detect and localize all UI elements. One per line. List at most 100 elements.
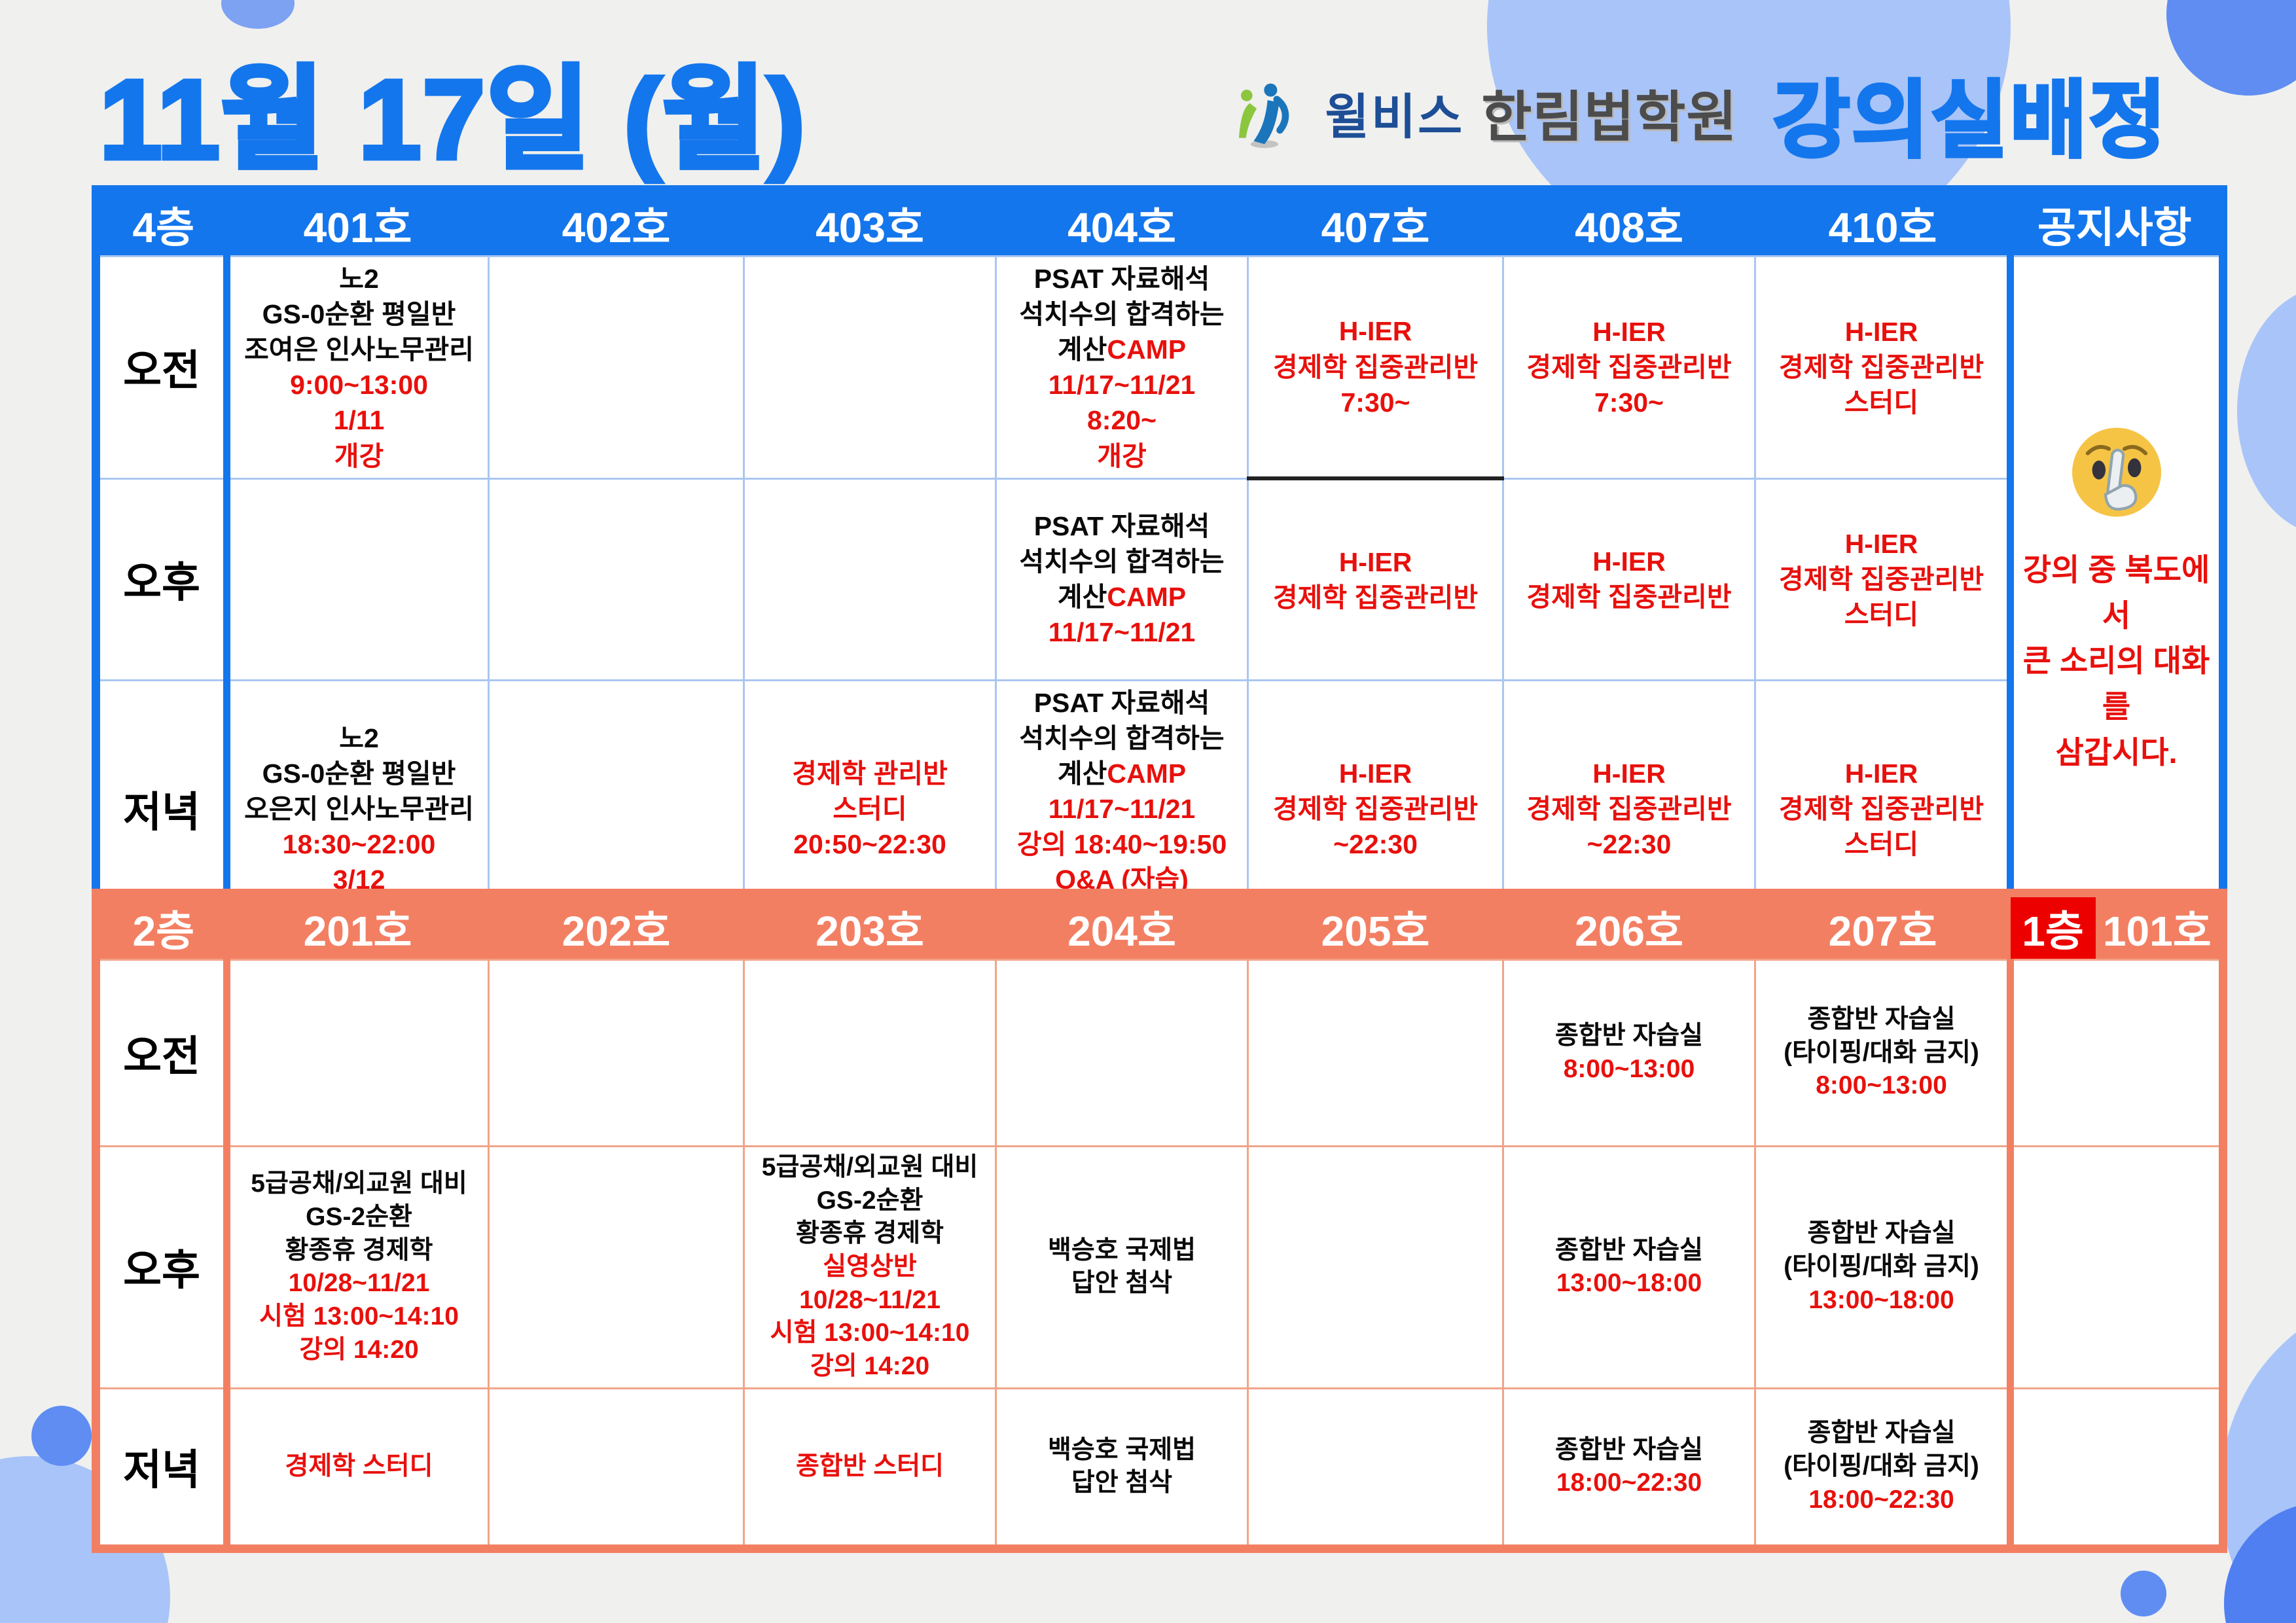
decor-circle: [31, 1406, 92, 1466]
cell-line: 오은지 인사노무관리: [244, 793, 474, 824]
floor4-header-row: 4층 401호 402호 403호 404호 407호 408호 410호 공지…: [96, 189, 2223, 257]
col-header-402: 402호: [488, 189, 744, 257]
floor2-row-evening: 저녁 경제학 스터디 종합반 스터디 백승호 국제법 답안 첨삭 종합반 자습실 1…: [95, 1387, 2224, 1550]
cell-204-am: [995, 959, 1249, 1147]
cell-line: 노2: [339, 722, 379, 753]
cell-line: (타이핑/대화 금지): [1784, 1452, 1979, 1480]
cell-line: H-IER: [1844, 758, 1918, 789]
cell-line: GS-2순환: [816, 1186, 924, 1215]
cell-line: ~22:30: [1333, 829, 1418, 860]
cell-line: 8:00~13:00: [1816, 1071, 1947, 1100]
col-header-204: 204호: [996, 893, 1248, 960]
col-header-404: 404호: [996, 189, 1248, 257]
cell-line: H-IER: [1592, 546, 1666, 577]
cell-line: 답안 첨삭: [1071, 1269, 1173, 1298]
col-header-407: 407호: [1247, 189, 1503, 257]
col-header-203: 203호: [744, 893, 996, 960]
cell-line: PSAT 자료해석: [1033, 687, 1210, 718]
cell-407-am: H-IER 경제학 집중관리반 7:30~: [1247, 255, 1504, 480]
cell-line: 10/28~11/21: [799, 1285, 941, 1314]
cell-line: 경제학 집중관리반: [1272, 351, 1479, 382]
cell-203-am: [743, 959, 997, 1147]
col-header-401: 401호: [226, 189, 489, 257]
cell-line: 종합반 스터디: [795, 1452, 944, 1480]
floor2-row-afternoon: 오후 5급공채/외교원 대비 GS-2순환 황종휴 경제학 10/28~11/21 시험…: [95, 1145, 2224, 1389]
cell-line: PSAT 자료해석: [1033, 510, 1210, 541]
cell-line: GS-2순환: [306, 1203, 412, 1232]
cell-206-am: 종합반 자습실 8:00~13:00: [1502, 959, 1756, 1147]
cell-line: 스터디: [1844, 599, 1919, 630]
cell-line: 18:00~22:30: [1808, 1485, 1954, 1514]
cell-line: 경제학 집중관리반: [1778, 793, 1984, 824]
cell-line: 계산CAMP: [1057, 334, 1187, 365]
cell-206-ev: 종합반 자습실 18:00~22:30: [1502, 1387, 1756, 1550]
cell-line: 경제학 집중관리반: [1778, 564, 1984, 595]
cell-201-ev: 경제학 스터디: [226, 1387, 490, 1550]
col-header-410: 410호: [1755, 189, 2011, 257]
cell-line: PSAT 자료해석: [1033, 264, 1210, 294]
decor-circle: [2166, 0, 2296, 96]
cell-line: 조여은 인사노무관리: [244, 334, 474, 365]
cell-line: 개강: [334, 440, 384, 471]
cell-202-am: [488, 959, 745, 1147]
cell-line: 종합반 자습실: [1807, 1419, 1956, 1448]
floor2-label: 2층: [96, 893, 227, 960]
cell-line: 경제학 관리반: [792, 758, 948, 789]
cell-line: 11/17~11/21: [1048, 617, 1196, 648]
cell-line: H-IER: [1844, 528, 1918, 559]
cell-line: 석치수의 합격하는: [1019, 546, 1225, 577]
cell-line: 종합반 자습실: [1807, 1005, 1956, 1033]
cell-205-am: [1247, 959, 1504, 1147]
col-header-206: 206호: [1503, 893, 1755, 960]
cell-line: ~22:30: [1587, 829, 1672, 860]
cell-line: H-IER: [1592, 758, 1666, 789]
col-header-101: 101호: [2095, 893, 2223, 960]
decor-circle: [221, 0, 295, 29]
floor4-label: 4층: [96, 189, 227, 257]
cell-line: 강의 14:20: [810, 1352, 930, 1381]
col-header-202: 202호: [488, 893, 744, 960]
col-header-408: 408호: [1503, 189, 1755, 257]
brand-company: 윌비스: [1325, 90, 1465, 144]
col-header-205: 205호: [1247, 893, 1503, 960]
cell-line: 종합반 자습실: [1554, 1022, 1704, 1050]
row-label-afternoon: 오후: [95, 477, 230, 681]
cell-line: (타이핑/대화 금지): [1784, 1253, 1979, 1281]
brand-academy: 한림법학원: [1481, 86, 1738, 148]
cell-line: 개강: [1097, 440, 1147, 471]
cell-line: 노2: [339, 264, 379, 294]
cell-101-pm: [2007, 1145, 2224, 1389]
row-label-morning: 오전: [95, 255, 230, 480]
row-label-morning: 오전: [95, 959, 230, 1147]
cell-204-ev: 백승호 국제법 답안 첨삭: [995, 1387, 1249, 1550]
cell-line: 백승호 국제법: [1047, 1236, 1196, 1264]
cell-line: 스터디: [833, 793, 907, 824]
cell-line: 8:00~13:00: [1563, 1055, 1695, 1083]
cell-line: 황종휴 경제학: [285, 1236, 433, 1264]
cell-line: 경제학 집중관리반: [1526, 582, 1732, 613]
cell-line: 강의 14:20: [299, 1335, 419, 1364]
cell-line: 삼갑시다.: [2055, 734, 2178, 770]
col-header-207: 207호: [1755, 893, 2011, 960]
cell-line: (타이핑/대화 금지): [1784, 1038, 1979, 1067]
cell-line: 스터디: [1844, 829, 1919, 860]
cell-402-am: [488, 255, 745, 480]
cell-205-pm: [1247, 1145, 1504, 1389]
cell-line: H-IER: [1338, 316, 1412, 347]
cell-201-am: [226, 959, 490, 1147]
cell-401-am: 노2 GS-0순환 평일반 조여은 인사노무관리 9:00~13:00 1/11 개강: [226, 255, 490, 480]
row-label-evening: 저녁: [95, 1387, 230, 1550]
cell-line: GS-0순환 평일반: [262, 299, 456, 330]
cell-207-pm: 종합반 자습실 (타이핑/대화 금지) 13:00~18:00: [1754, 1145, 2011, 1389]
cell-403-pm: [743, 477, 997, 681]
cell-line: 종합반 자습실: [1554, 1236, 1704, 1264]
cell-line: 시험 13:00~14:10: [770, 1319, 970, 1347]
cell-101-ev: [2007, 1387, 2224, 1550]
cell-203-pm: 5급공채/외교원 대비 GS-2순환 황종휴 경제학 실영상반 10/28~11/21 시…: [743, 1145, 997, 1389]
cell-404-pm: PSAT 자료해석 석치수의 합격하는 계산CAMP 11/17~11/21: [995, 477, 1249, 681]
cell-line: 황종휴 경제학: [795, 1219, 944, 1248]
cell-line: GS-0순환 평일반: [262, 758, 456, 789]
cell-line: 경제학 집중관리반: [1778, 352, 1984, 383]
